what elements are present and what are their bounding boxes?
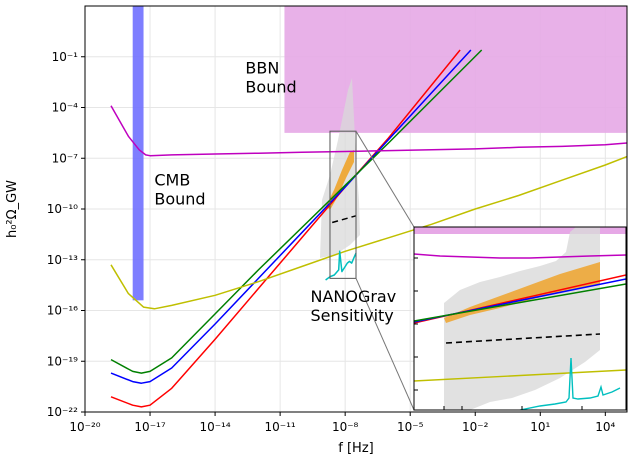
inset-magenta-line xyxy=(414,253,626,259)
series-line-2 xyxy=(110,49,483,374)
zoom-connector-top xyxy=(355,130,415,228)
inset-ticks xyxy=(414,257,583,410)
inset-frame xyxy=(413,226,627,411)
y-tick-label: 10⁻²² xyxy=(47,405,78,419)
zoom-box xyxy=(329,130,415,411)
series-line-4 xyxy=(110,105,627,157)
x-tick-label: 10⁻⁸ xyxy=(332,420,359,434)
y-tick-label: 10⁻¹³ xyxy=(47,253,78,267)
series-line-5 xyxy=(325,250,357,281)
annotation-1-line-1: Bound xyxy=(154,189,205,208)
y-axis-label: h₀²Ω_GW xyxy=(5,180,20,238)
y-tick-label: 10⁻⁴ xyxy=(52,101,79,115)
annotation-1-line-0: CMB xyxy=(154,170,190,189)
x-tick-label: 10¹ xyxy=(530,420,550,434)
x-tick-label: 10⁻¹¹ xyxy=(265,420,296,434)
y-tick-label: 10⁻¹⁰ xyxy=(47,202,78,216)
x-tick-label: 10⁻² xyxy=(462,420,489,434)
y-tick-label: 10⁻¹⁶ xyxy=(47,304,78,318)
annotation-2-line-0: NANOGrav xyxy=(310,287,396,306)
y-tick-label: 10⁻¹⁹ xyxy=(47,354,78,368)
main-series xyxy=(110,49,627,408)
inset-yellow-line xyxy=(414,369,626,382)
series-line-6 xyxy=(331,215,357,224)
inset-lines xyxy=(414,253,626,410)
x-axis-label: f [Hz] xyxy=(338,441,373,456)
y-tick-label: 10⁻¹ xyxy=(52,50,79,64)
zoom-connector-bottom xyxy=(355,278,415,411)
inset-green-line xyxy=(414,283,626,322)
cmb-bound-band xyxy=(132,6,144,301)
annotation-0-line-0: BBN xyxy=(245,59,279,78)
series-line-3 xyxy=(110,155,627,310)
y-tick-label: 10⁻⁷ xyxy=(52,151,79,165)
inset-bbn-band xyxy=(414,227,626,234)
bound-bands xyxy=(132,6,627,301)
inset-gray-region xyxy=(444,227,600,410)
inset-cyan-line xyxy=(519,357,621,410)
inset-panel xyxy=(413,226,627,411)
inset-dashed-line xyxy=(445,333,601,344)
x-tick-label: 10⁴ xyxy=(595,420,615,434)
nanograv-orange-region xyxy=(326,150,354,210)
annotation-0-line-1: Bound xyxy=(245,78,296,97)
x-tick-label: 10⁻²⁰ xyxy=(69,420,100,434)
main-ticks: 10⁻²⁰ 10⁻¹⁷ 10⁻¹⁴ 10⁻¹¹ 10⁻⁸ 10⁻⁵ 10⁻² 10¹ 10⁴ 10… xyxy=(47,50,616,434)
x-tick-label: 10⁻⁵ xyxy=(397,420,424,434)
annotation-2-line-1: Sensitivity xyxy=(310,306,393,325)
axis-labels: f [Hz] h₀²Ω_GW xyxy=(5,180,374,456)
zoom-rectangle xyxy=(329,130,357,279)
bbn-bound-band xyxy=(284,6,627,133)
x-tick-label: 10⁻¹⁷ xyxy=(134,420,165,434)
x-tick-label: 10⁻¹⁴ xyxy=(199,420,230,434)
